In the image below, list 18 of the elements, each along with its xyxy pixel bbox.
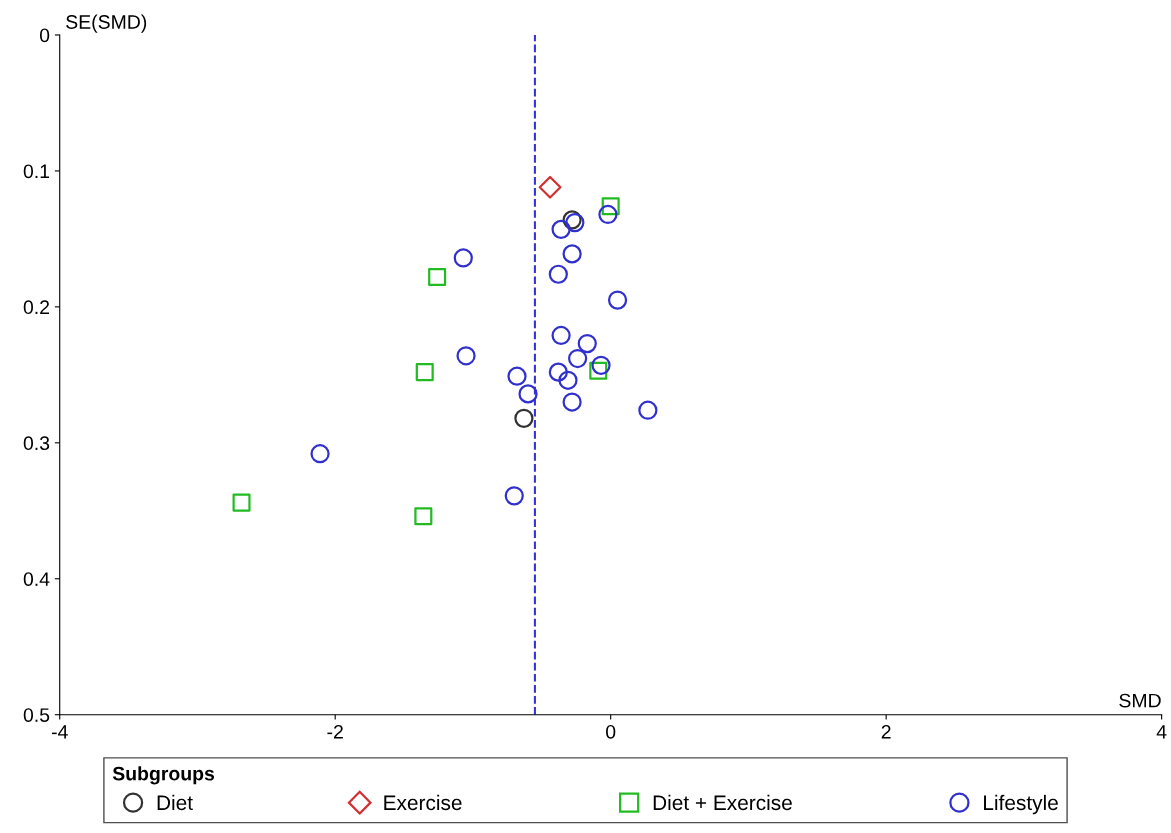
legend-label: Diet [157, 794, 193, 811]
y-axis-title: SE(SMD) [66, 14, 147, 33]
y-tick-label: 0 [39, 28, 50, 43]
legend-title: Subgroups [112, 766, 215, 785]
x-tick-label: 4 [1156, 725, 1167, 739]
y-tick-label: 0.2 [23, 300, 50, 315]
x-axis-title: SMD [1119, 693, 1161, 708]
y-tick-label: 0.1 [23, 164, 50, 179]
y-tick-label: 0.5 [23, 708, 50, 722]
x-tick-label: -4 [51, 725, 68, 739]
y-tick-label: 0.3 [23, 436, 50, 451]
legend-label: Diet + Exercise [653, 794, 792, 811]
legend-label: Lifestyle [984, 794, 1058, 815]
legend-label: Exercise [384, 794, 462, 811]
x-tick-label: 0 [606, 724, 616, 739]
x-tick-label: 2 [881, 724, 891, 739]
x-tick-label: -2 [327, 724, 343, 739]
y-tick-label: 0.4 [23, 572, 50, 587]
